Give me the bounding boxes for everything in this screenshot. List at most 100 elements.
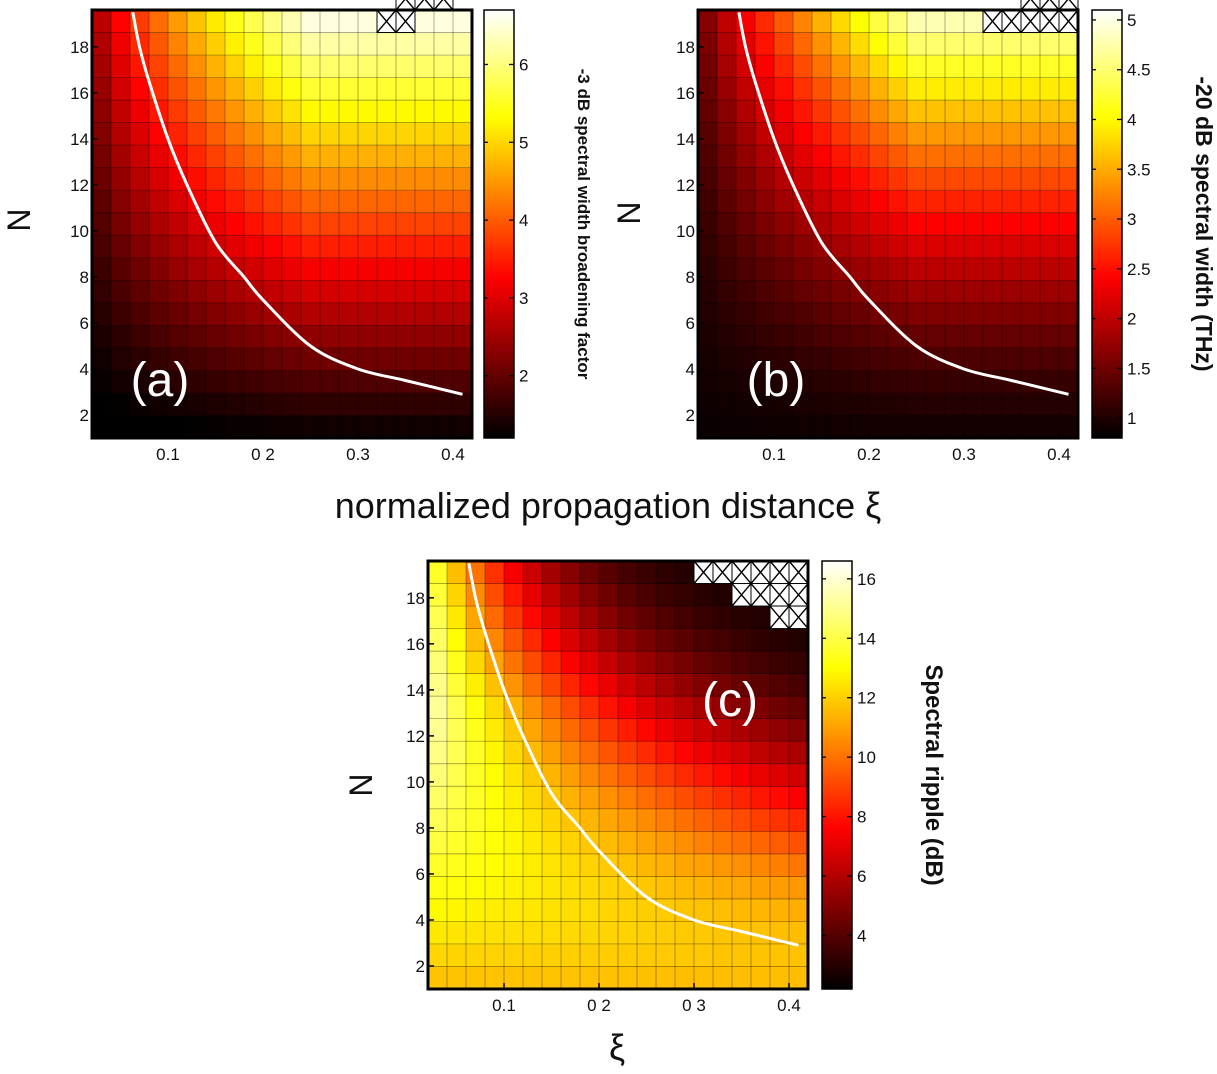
heatmap-cell: [713, 651, 733, 675]
heatmap-cell: [675, 966, 695, 990]
heatmap-cell: [225, 347, 245, 371]
heatmap-cell: [396, 212, 416, 236]
heatmap-cell: [301, 32, 321, 56]
heatmap-cell: [396, 235, 416, 259]
heatmap-cell: [485, 763, 505, 787]
heatmap-cell: [428, 673, 448, 697]
heatmap-cell: [542, 673, 562, 697]
heatmap-cell: [111, 370, 131, 394]
heatmap-cell: [580, 921, 600, 945]
heatmap-cell: [358, 122, 378, 146]
heatmap-cell: [770, 853, 790, 877]
heatmap-cell: [504, 628, 524, 652]
heatmap-cell: [168, 55, 188, 78]
heatmap-cell: [339, 257, 359, 281]
heatmap-cell: [187, 347, 207, 371]
heatmap-cell: [717, 167, 737, 191]
heatmap-cell: [504, 898, 524, 922]
heatmap-cell: [415, 325, 435, 349]
heatmap-cell: [869, 370, 889, 394]
heatmap-cell: [111, 415, 131, 439]
heatmap-cell: [812, 235, 832, 259]
heatmap-cell: [812, 122, 832, 146]
heatmap-cell: [869, 145, 889, 169]
heatmap-cell: [206, 32, 226, 56]
heatmap-cell: [301, 145, 321, 169]
heatmap-cell: [206, 257, 226, 281]
heatmap-cell: [1002, 145, 1022, 169]
heatmap-cell: [1059, 122, 1079, 146]
heatmap-cell: [415, 55, 435, 78]
heatmap-cell: [1059, 370, 1079, 394]
heatmap-cell: [831, 122, 851, 146]
y-tick-label: 12: [406, 727, 425, 746]
heatmap-cell: [732, 808, 752, 832]
heatmap-cell: [736, 190, 756, 214]
heatmap-cell: [542, 561, 562, 584]
heatmap-cell: [618, 718, 638, 742]
heatmap-cell: [793, 280, 813, 304]
heatmap-cell: [907, 235, 927, 259]
heatmap-cell: [926, 145, 946, 169]
heatmap-cell: [485, 786, 505, 810]
hatched-region-b: [982, 0, 1079, 34]
heatmap-cell: [504, 583, 524, 607]
heatmap-cell: [187, 145, 207, 169]
heatmap-cell: [168, 190, 188, 214]
heatmap-cell: [831, 370, 851, 394]
heatmap-cell: [888, 302, 908, 326]
heatmap-cell: [964, 77, 984, 101]
heatmap-cell: [580, 628, 600, 652]
heatmap-cell: [831, 145, 851, 169]
heatmap-cell: [434, 280, 454, 304]
heatmap-cell: [542, 651, 562, 675]
colorbar-tick-label: 4: [519, 211, 528, 230]
heatmap-cell: [869, 257, 889, 281]
heatmap-cell: [964, 235, 984, 259]
heatmap-cell: [964, 122, 984, 146]
heatmap-cell: [466, 786, 486, 810]
heatmap-cell: [377, 212, 397, 236]
heatmap-cell: [453, 415, 473, 439]
heatmap-cell: [869, 100, 889, 124]
heatmap-cell: [945, 77, 965, 101]
heatmap-cell: [907, 257, 927, 281]
heatmap-cell: [485, 831, 505, 855]
heatmap-cell: [485, 718, 505, 742]
heatmap-cell: [850, 212, 870, 236]
heatmap-cell: [187, 212, 207, 236]
heatmap-cell: [428, 561, 448, 584]
heatmap-cell: [774, 370, 794, 394]
heatmap-cell: [111, 347, 131, 371]
heatmap-cell: [850, 302, 870, 326]
heatmap-cell: [434, 392, 454, 416]
heatmap-cell: [523, 673, 543, 697]
heatmap-cell: [694, 628, 714, 652]
heatmap-cell: [168, 32, 188, 56]
heatmap-cell: [282, 370, 302, 394]
heatmap-cell: [130, 325, 150, 349]
heatmap-cell: [453, 190, 473, 214]
heatmap-cell: [850, 325, 870, 349]
heatmap-cell: [637, 561, 657, 584]
heatmap-cell: [187, 122, 207, 146]
heatmap-cell: [618, 606, 638, 629]
heatmap-cell: [447, 808, 467, 832]
heatmap-cell: [945, 122, 965, 146]
x-tick-label: 0.4: [777, 996, 801, 1015]
heatmap-cell: [637, 718, 657, 742]
heatmap-cell: [415, 32, 435, 56]
heatmap-cell: [717, 280, 737, 304]
heatmap-cell: [580, 966, 600, 990]
heatmap-cell: [770, 741, 790, 765]
heatmap-cell: [504, 831, 524, 855]
heatmap-cell: [92, 167, 112, 191]
heatmap-cell: [637, 966, 657, 990]
heatmap-cell: [1021, 370, 1041, 394]
heatmap-cell: [713, 876, 733, 900]
heatmap-cell: [206, 392, 226, 416]
heatmap-cell: [358, 100, 378, 124]
heatmap-cell: [187, 302, 207, 326]
heatmap-cell: [453, 325, 473, 349]
heatmap-cell: [580, 808, 600, 832]
